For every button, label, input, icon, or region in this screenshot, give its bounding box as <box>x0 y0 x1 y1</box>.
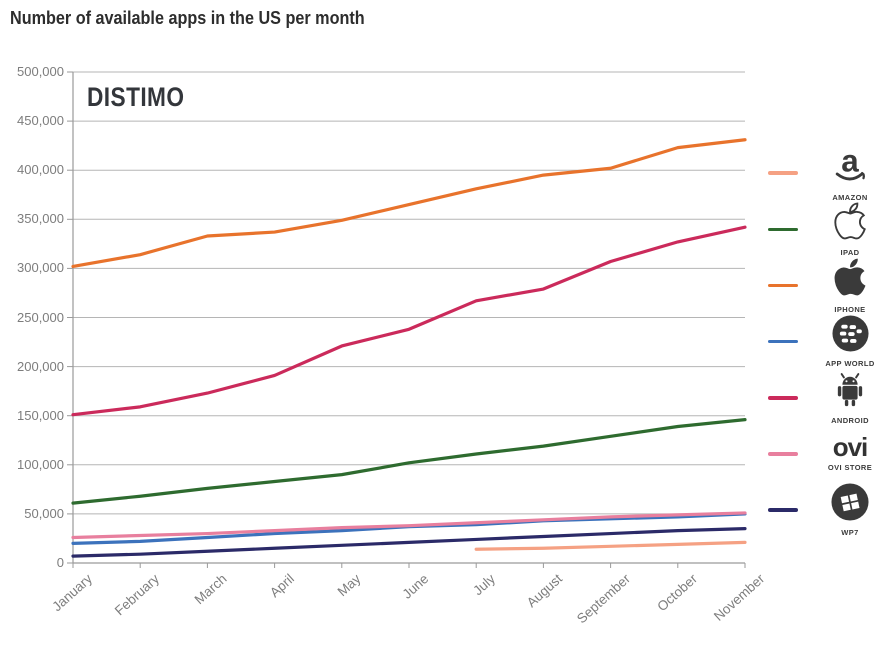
legend-icon-stack: a AMAZON <box>807 144 893 202</box>
legend-item-amazon: a AMAZON <box>768 144 893 202</box>
legend-label: AMAZON <box>832 193 868 203</box>
amazon-icon: a <box>831 144 869 191</box>
legend-icon-stack: IPHONE <box>807 256 893 314</box>
series-line-ovi-store <box>71 511 747 540</box>
legend-icon-stack: ovi OVI STORE <box>807 432 893 473</box>
y-tick-label: 0 <box>56 555 64 570</box>
legend-swatch-iphone <box>768 283 798 288</box>
legend-icon-stack: ANDROID <box>807 371 893 425</box>
apple-outline-icon <box>834 201 866 246</box>
series-line-android <box>71 225 747 417</box>
distimo-logo: DISTIMO <box>87 82 185 112</box>
legend-icon-stack: WP7 <box>807 483 893 537</box>
series-line-amazon <box>474 540 747 551</box>
windows-flag-icon <box>831 483 869 526</box>
legend-item-ovi-store: ovi OVI STORE <box>768 426 893 482</box>
legend-swatch-ipad <box>768 227 798 232</box>
legend-item-android: ANDROID <box>768 370 893 426</box>
y-tick-label: 500,000 <box>17 64 64 79</box>
series-line-ipad <box>71 418 747 505</box>
legend-label: IPHONE <box>834 305 866 315</box>
android-robot-icon <box>831 371 869 414</box>
y-tick-label: 100,000 <box>17 456 64 472</box>
legend: a AMAZON IPAD IPHONE APP WORLD ANDROID ov… <box>768 144 893 538</box>
svg-text:a: a <box>841 144 859 179</box>
legend-label: IPAD <box>840 248 860 258</box>
legend-item-app-world: APP WORLD <box>768 314 893 370</box>
legend-swatch-android <box>768 396 798 400</box>
y-tick-label: 450,000 <box>17 113 64 129</box>
legend-item-wp7: WP7 <box>768 482 893 538</box>
series-line-app-world <box>71 512 747 545</box>
y-tick-label: 50,000 <box>24 505 64 521</box>
y-tick-label: 350,000 <box>17 211 64 227</box>
y-tick-label: 200,000 <box>17 358 64 374</box>
legend-label: APP WORLD <box>825 359 875 369</box>
legend-swatch-amazon <box>768 171 798 175</box>
legend-label: WP7 <box>841 528 859 538</box>
legend-swatch-ovi-store <box>768 452 798 456</box>
legend-label: OVI STORE <box>827 463 873 473</box>
legend-item-ipad: IPAD <box>768 201 893 257</box>
series-line-iphone <box>71 138 747 269</box>
blackberry-icon <box>831 315 869 357</box>
y-tick-label: 400,000 <box>17 162 64 178</box>
y-tick-label: 150,000 <box>17 407 64 423</box>
legend-swatch-wp7 <box>768 508 798 512</box>
legend-icon-stack: APP WORLD <box>807 315 893 368</box>
y-tick-label: 300,000 <box>17 260 64 276</box>
legend-icon-stack: IPAD <box>807 201 893 257</box>
legend-item-iphone: IPHONE <box>768 256 893 314</box>
ovi-wordmark-icon: ovi <box>832 432 869 463</box>
legend-label: ANDROID <box>831 415 869 425</box>
y-tick-label: 250,000 <box>17 309 64 325</box>
chart-title: Number of available apps in the US per m… <box>10 8 365 28</box>
apple-filled-icon <box>833 256 867 303</box>
series-line-wp7 <box>71 527 747 558</box>
legend-swatch-app-world <box>768 339 798 344</box>
